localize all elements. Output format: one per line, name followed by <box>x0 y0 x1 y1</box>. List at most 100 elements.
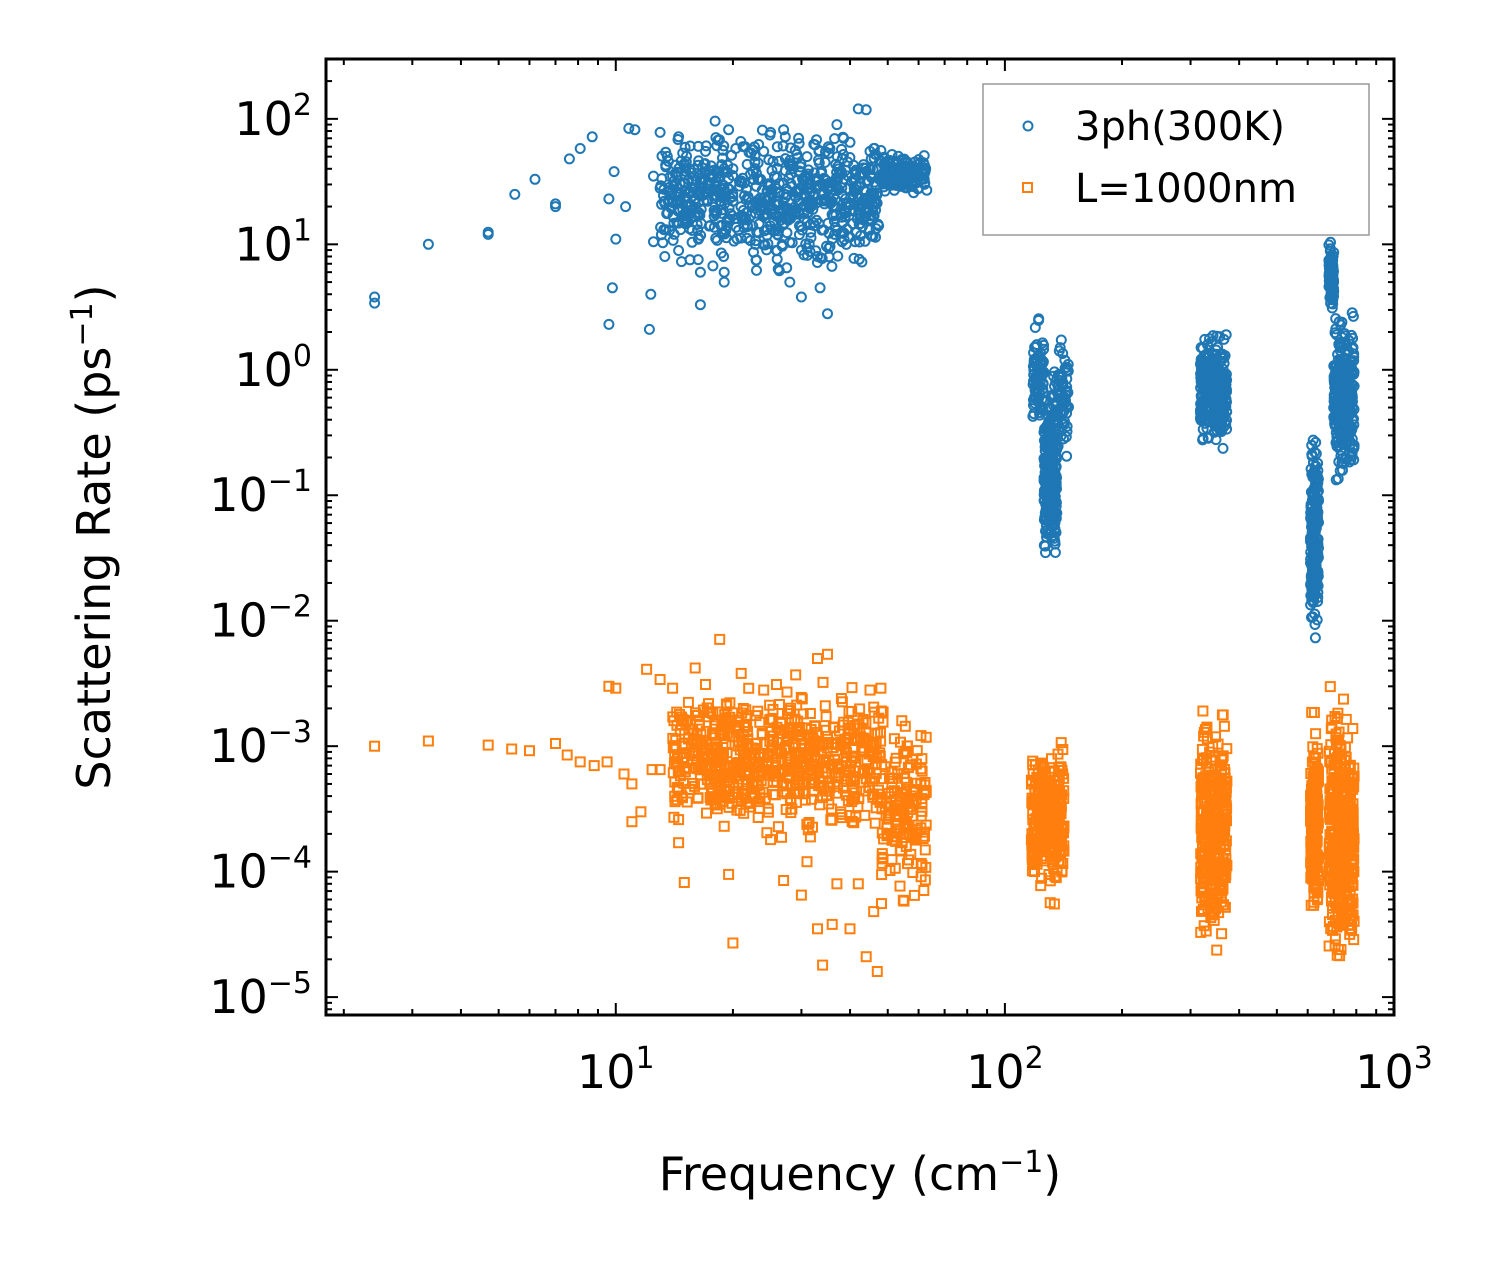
data-point-boundary <box>835 693 847 704</box>
data-point-3ph <box>826 260 838 272</box>
data-point-3ph <box>673 131 685 143</box>
data-point-boundary <box>1331 949 1343 961</box>
data-point-3ph <box>1195 342 1207 353</box>
data-point-boundary <box>775 716 787 728</box>
data-point-3ph <box>771 162 783 174</box>
y-tick-label: 102 <box>234 88 312 146</box>
data-point-boundary <box>1327 909 1338 920</box>
data-point-boundary <box>1216 928 1228 940</box>
x-axis-title: Frequency (cm−1) <box>659 1145 1062 1201</box>
data-point-3ph <box>766 165 778 176</box>
data-point-3ph <box>860 104 872 116</box>
data-point-boundary <box>1338 693 1349 705</box>
data-point-3ph <box>1040 477 1052 489</box>
data-point-boundary <box>861 754 873 766</box>
data-point-3ph <box>610 233 622 245</box>
data-point-boundary <box>1323 940 1335 952</box>
data-point-boundary <box>1026 828 1038 840</box>
data-point-3ph <box>824 143 836 154</box>
data-point-3ph <box>892 158 904 170</box>
data-point-boundary <box>894 825 906 837</box>
data-point-boundary <box>709 714 721 726</box>
data-point-3ph <box>921 184 933 196</box>
legend-label-3ph: 3ph(300K) <box>1075 104 1285 150</box>
data-point-3ph <box>795 161 807 173</box>
data-point-boundary <box>898 895 910 907</box>
data-point-boundary <box>894 844 906 856</box>
data-point-boundary <box>1046 753 1057 765</box>
data-point-boundary <box>1327 920 1339 932</box>
data-point-3ph <box>711 140 723 152</box>
data-point-boundary <box>1205 852 1217 864</box>
data-point-boundary <box>723 868 735 880</box>
data-point-3ph <box>749 238 761 250</box>
data-point-3ph <box>1343 375 1355 387</box>
data-point-boundary <box>891 808 903 820</box>
data-point-boundary <box>673 837 685 849</box>
y-tick-label: 10−3 <box>209 715 312 773</box>
data-point-boundary <box>898 748 910 760</box>
data-point-3ph <box>1195 372 1207 384</box>
data-point-boundary <box>574 756 586 768</box>
data-point-boundary <box>422 735 434 747</box>
data-point-boundary <box>1324 864 1336 876</box>
data-point-boundary <box>846 706 858 717</box>
y-tick-label: 10−4 <box>209 841 312 899</box>
data-point-3ph <box>918 169 930 180</box>
data-point-3ph <box>835 166 847 178</box>
data-point-3ph <box>1039 484 1051 496</box>
data-point-boundary <box>857 715 869 727</box>
data-point-boundary <box>756 729 768 741</box>
data-point-boundary <box>705 776 717 788</box>
data-point-boundary <box>1221 775 1233 787</box>
data-point-3ph <box>778 217 790 229</box>
data-point-3ph <box>801 249 813 261</box>
data-point-3ph <box>643 323 655 335</box>
data-point-3ph <box>743 146 755 158</box>
data-point-3ph <box>795 291 807 303</box>
data-point-boundary <box>835 740 847 751</box>
data-point-3ph <box>482 228 494 240</box>
data-point-3ph <box>764 192 776 204</box>
data-point-boundary <box>626 778 638 790</box>
data-point-boundary <box>1036 844 1048 856</box>
data-point-3ph <box>1029 397 1041 409</box>
data-point-3ph <box>742 221 754 233</box>
data-point-boundary <box>909 833 921 845</box>
data-point-3ph <box>868 210 880 222</box>
data-point-boundary <box>754 787 766 799</box>
data-point-3ph <box>741 158 753 170</box>
data-point-3ph <box>586 131 598 143</box>
data-point-boundary <box>827 721 839 733</box>
data-point-boundary <box>781 686 793 698</box>
data-point-3ph <box>709 192 720 204</box>
data-point-3ph <box>750 180 762 192</box>
data-point-boundary <box>1199 724 1211 736</box>
data-point-3ph <box>810 180 822 192</box>
data-point-boundary <box>714 633 726 645</box>
data-point-3ph <box>700 140 712 152</box>
data-point-3ph <box>718 266 730 278</box>
data-point-3ph <box>793 132 805 144</box>
data-point-boundary <box>832 762 844 774</box>
data-point-boundary <box>683 723 695 735</box>
data-point-boundary <box>902 858 913 870</box>
data-point-3ph <box>709 115 721 127</box>
data-point-boundary <box>795 889 807 901</box>
data-point-boundary <box>767 776 779 788</box>
data-point-3ph <box>765 179 777 190</box>
data-point-3ph <box>563 153 575 165</box>
data-point-3ph <box>1334 465 1346 477</box>
data-point-3ph <box>871 163 883 175</box>
data-point-boundary <box>855 731 866 743</box>
data-point-3ph <box>1306 450 1318 462</box>
data-point-boundary <box>815 780 827 792</box>
data-point-boundary <box>1305 868 1317 880</box>
data-point-3ph <box>836 182 848 194</box>
data-point-3ph <box>809 139 821 151</box>
data-point-boundary <box>726 797 738 809</box>
data-point-3ph <box>1340 340 1352 352</box>
data-point-boundary <box>755 775 767 787</box>
data-point-3ph <box>1310 460 1322 472</box>
data-point-boundary <box>1206 905 1218 917</box>
